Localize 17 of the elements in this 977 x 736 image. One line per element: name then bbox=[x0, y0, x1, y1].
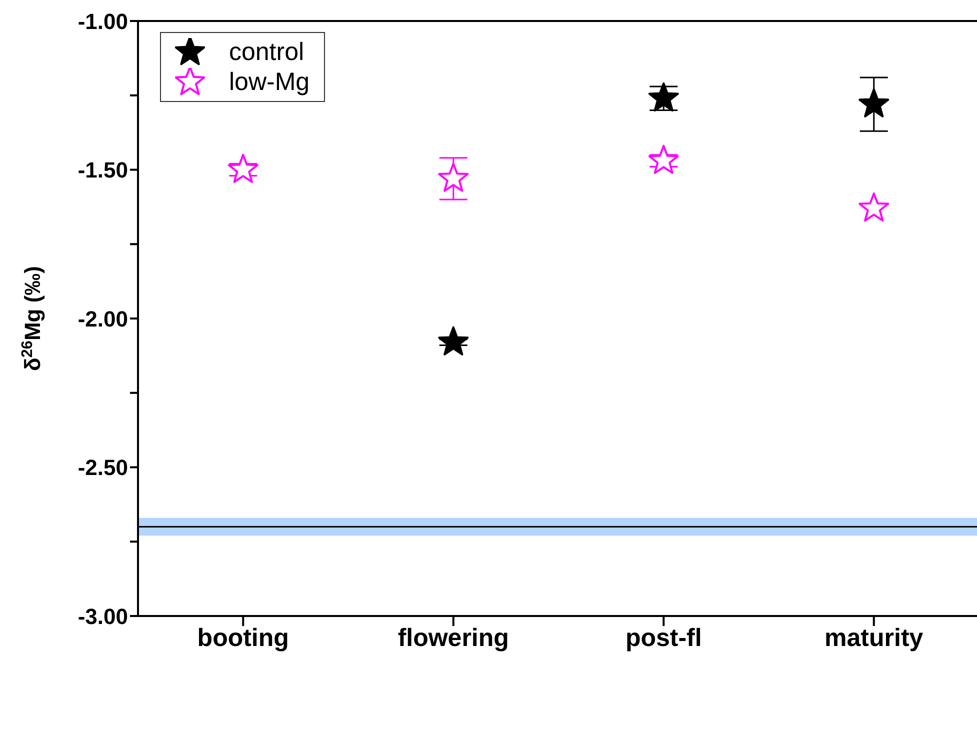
point bbox=[438, 162, 469, 192]
y-tick-label: -1.00 bbox=[78, 8, 128, 34]
point bbox=[438, 326, 469, 356]
x-tick-label: maturity bbox=[824, 624, 924, 652]
legend-label: control bbox=[229, 37, 304, 67]
y-tick-label: -1.50 bbox=[78, 158, 128, 183]
point bbox=[858, 88, 890, 118]
point bbox=[858, 192, 890, 222]
x-tick-label: post-fl bbox=[625, 624, 702, 652]
x-tick-label: flowering bbox=[398, 624, 509, 652]
y-tick-label: -3.00 bbox=[78, 604, 128, 629]
point bbox=[228, 154, 258, 183]
x-tick-label: booting bbox=[197, 624, 289, 652]
y-tick-label: -2.00 bbox=[78, 306, 128, 332]
point bbox=[648, 144, 679, 174]
y-tick-label: -2.50 bbox=[78, 455, 128, 480]
legend-label: low-Mg bbox=[229, 67, 310, 97]
